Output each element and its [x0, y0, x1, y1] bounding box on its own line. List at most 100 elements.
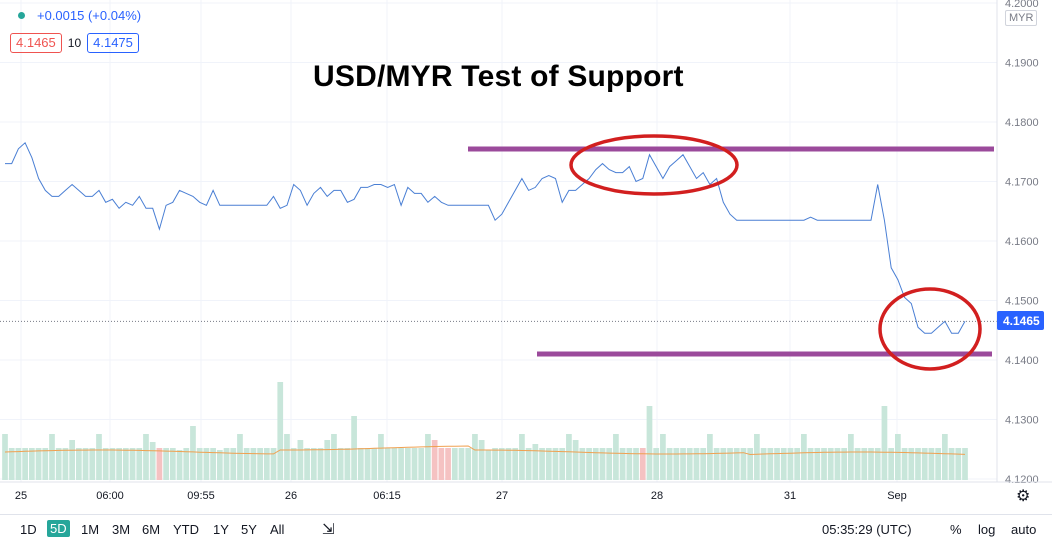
volume-bar — [841, 448, 848, 480]
volume-bar — [176, 450, 183, 480]
volume-bar — [445, 448, 451, 480]
volume-bar — [505, 448, 512, 480]
volume-bar — [28, 448, 35, 480]
range-5d-button[interactable]: 5D — [47, 520, 70, 537]
volume-bar — [639, 448, 646, 480]
volume-bar — [122, 448, 129, 480]
volume-bar — [109, 448, 116, 480]
volume-bar — [337, 448, 344, 480]
volume-bar — [284, 434, 290, 480]
volume-bar — [82, 448, 89, 480]
volume-bar — [660, 434, 666, 480]
volume-bar — [861, 448, 868, 480]
volume-bar — [384, 448, 391, 480]
volume-bar — [2, 434, 8, 480]
volume-bar — [492, 448, 498, 480]
volume-bar — [89, 448, 96, 480]
volume-bar — [331, 434, 337, 480]
volume-bar — [586, 448, 592, 480]
range-ytd-button[interactable]: YTD — [173, 522, 199, 537]
volume-bar — [42, 448, 49, 480]
x-tick-label: 27 — [496, 490, 508, 502]
y-tick-label: 4.1900 — [1005, 57, 1039, 69]
percent-scale-toggle[interactable]: % — [950, 522, 962, 537]
y-tick-label: 4.2000 — [1005, 0, 1039, 10]
volume-bar — [431, 440, 438, 480]
volume-bar — [230, 448, 237, 480]
annotation-title: USD/MYR Test of Support — [313, 60, 684, 93]
volume-bar — [915, 448, 921, 480]
volume-bar — [733, 448, 740, 480]
volume-bar — [351, 416, 357, 480]
ask-price-button[interactable]: 4.1475 — [87, 33, 139, 53]
x-tick-label: 06:00 — [96, 490, 124, 502]
x-tick-label: Sep — [887, 490, 907, 502]
price-series-line — [5, 141, 966, 334]
volume-bar — [438, 448, 445, 480]
volume-bar — [693, 448, 700, 480]
volume-bar — [539, 448, 545, 480]
volume-bar — [75, 448, 82, 480]
x-tick-label: 28 — [651, 490, 663, 502]
volume-bar — [720, 448, 727, 480]
volume-bar — [599, 448, 606, 480]
resistance-circle — [569, 134, 739, 196]
volume-bar — [519, 434, 525, 480]
bottom-toolbar: 1D 5D 1M 3M 6M YTD 1Y 5Y All ⇲ 05:35:29 … — [0, 514, 1052, 544]
volume-bar — [304, 448, 310, 480]
go-to-date-icon[interactable]: ⇲ — [322, 521, 335, 538]
volume-bar — [277, 382, 284, 480]
volume-bar — [210, 448, 216, 480]
auto-scale-toggle[interactable]: auto — [1011, 522, 1037, 537]
log-scale-toggle[interactable]: log — [978, 522, 996, 537]
volume-bar — [888, 448, 895, 480]
volume-bar — [216, 450, 223, 480]
volume-bar — [626, 448, 633, 480]
price-chart[interactable]: 4.2000 4.1900 4.1800 4.1700 4.1600 4.1500 4.14… — [0, 0, 1052, 514]
volume-bar — [250, 448, 257, 480]
range-6m-button[interactable]: 6M — [142, 522, 161, 537]
volume-bar — [451, 448, 458, 480]
volume-bar — [498, 448, 505, 480]
volume-bar — [163, 448, 169, 480]
volume-bar — [854, 448, 861, 480]
volume-bar — [297, 440, 304, 480]
volume-bar — [310, 448, 317, 480]
utc-time: 05:35:29 (UTC) — [822, 522, 912, 537]
range-1y-button[interactable]: 1Y — [213, 522, 229, 537]
range-3m-button[interactable]: 3M — [112, 522, 131, 537]
volume-bar — [472, 434, 478, 480]
x-tick-label: 06:15 — [373, 490, 401, 502]
volume-bar — [673, 448, 680, 480]
volume-bar — [15, 448, 22, 480]
volume-bar — [149, 442, 156, 480]
range-1d-button[interactable]: 1D — [20, 522, 37, 537]
volume-bar — [592, 448, 599, 480]
volume-bar — [814, 448, 821, 480]
volume-bar — [606, 448, 613, 480]
volume-bar — [270, 448, 277, 480]
volume-bar — [633, 448, 639, 480]
range-all-button[interactable]: All — [270, 522, 285, 537]
bid-price-button[interactable]: 4.1465 — [10, 33, 62, 53]
volume-bar — [143, 434, 149, 480]
volume-bar — [834, 448, 841, 480]
volume-bar — [619, 448, 626, 480]
volume-bar — [901, 448, 908, 480]
volume-bar — [102, 448, 109, 480]
volume-bar — [827, 448, 834, 480]
range-1m-button[interactable]: 1M — [81, 522, 100, 537]
volume-bar — [653, 448, 660, 480]
volume-bar — [579, 448, 586, 480]
volume-bar — [754, 434, 760, 480]
volume-bar — [707, 434, 713, 480]
settings-gear-icon[interactable]: ⚙ — [1016, 488, 1031, 505]
volume-bar — [391, 448, 398, 480]
volume-bar — [243, 448, 250, 480]
currency-label[interactable]: MYR — [1005, 10, 1038, 26]
volume-bar — [263, 448, 270, 480]
volume-bar — [747, 448, 754, 480]
volume-bar — [169, 448, 176, 480]
range-5y-button[interactable]: 5Y — [241, 522, 257, 537]
volume-bar — [807, 448, 814, 480]
